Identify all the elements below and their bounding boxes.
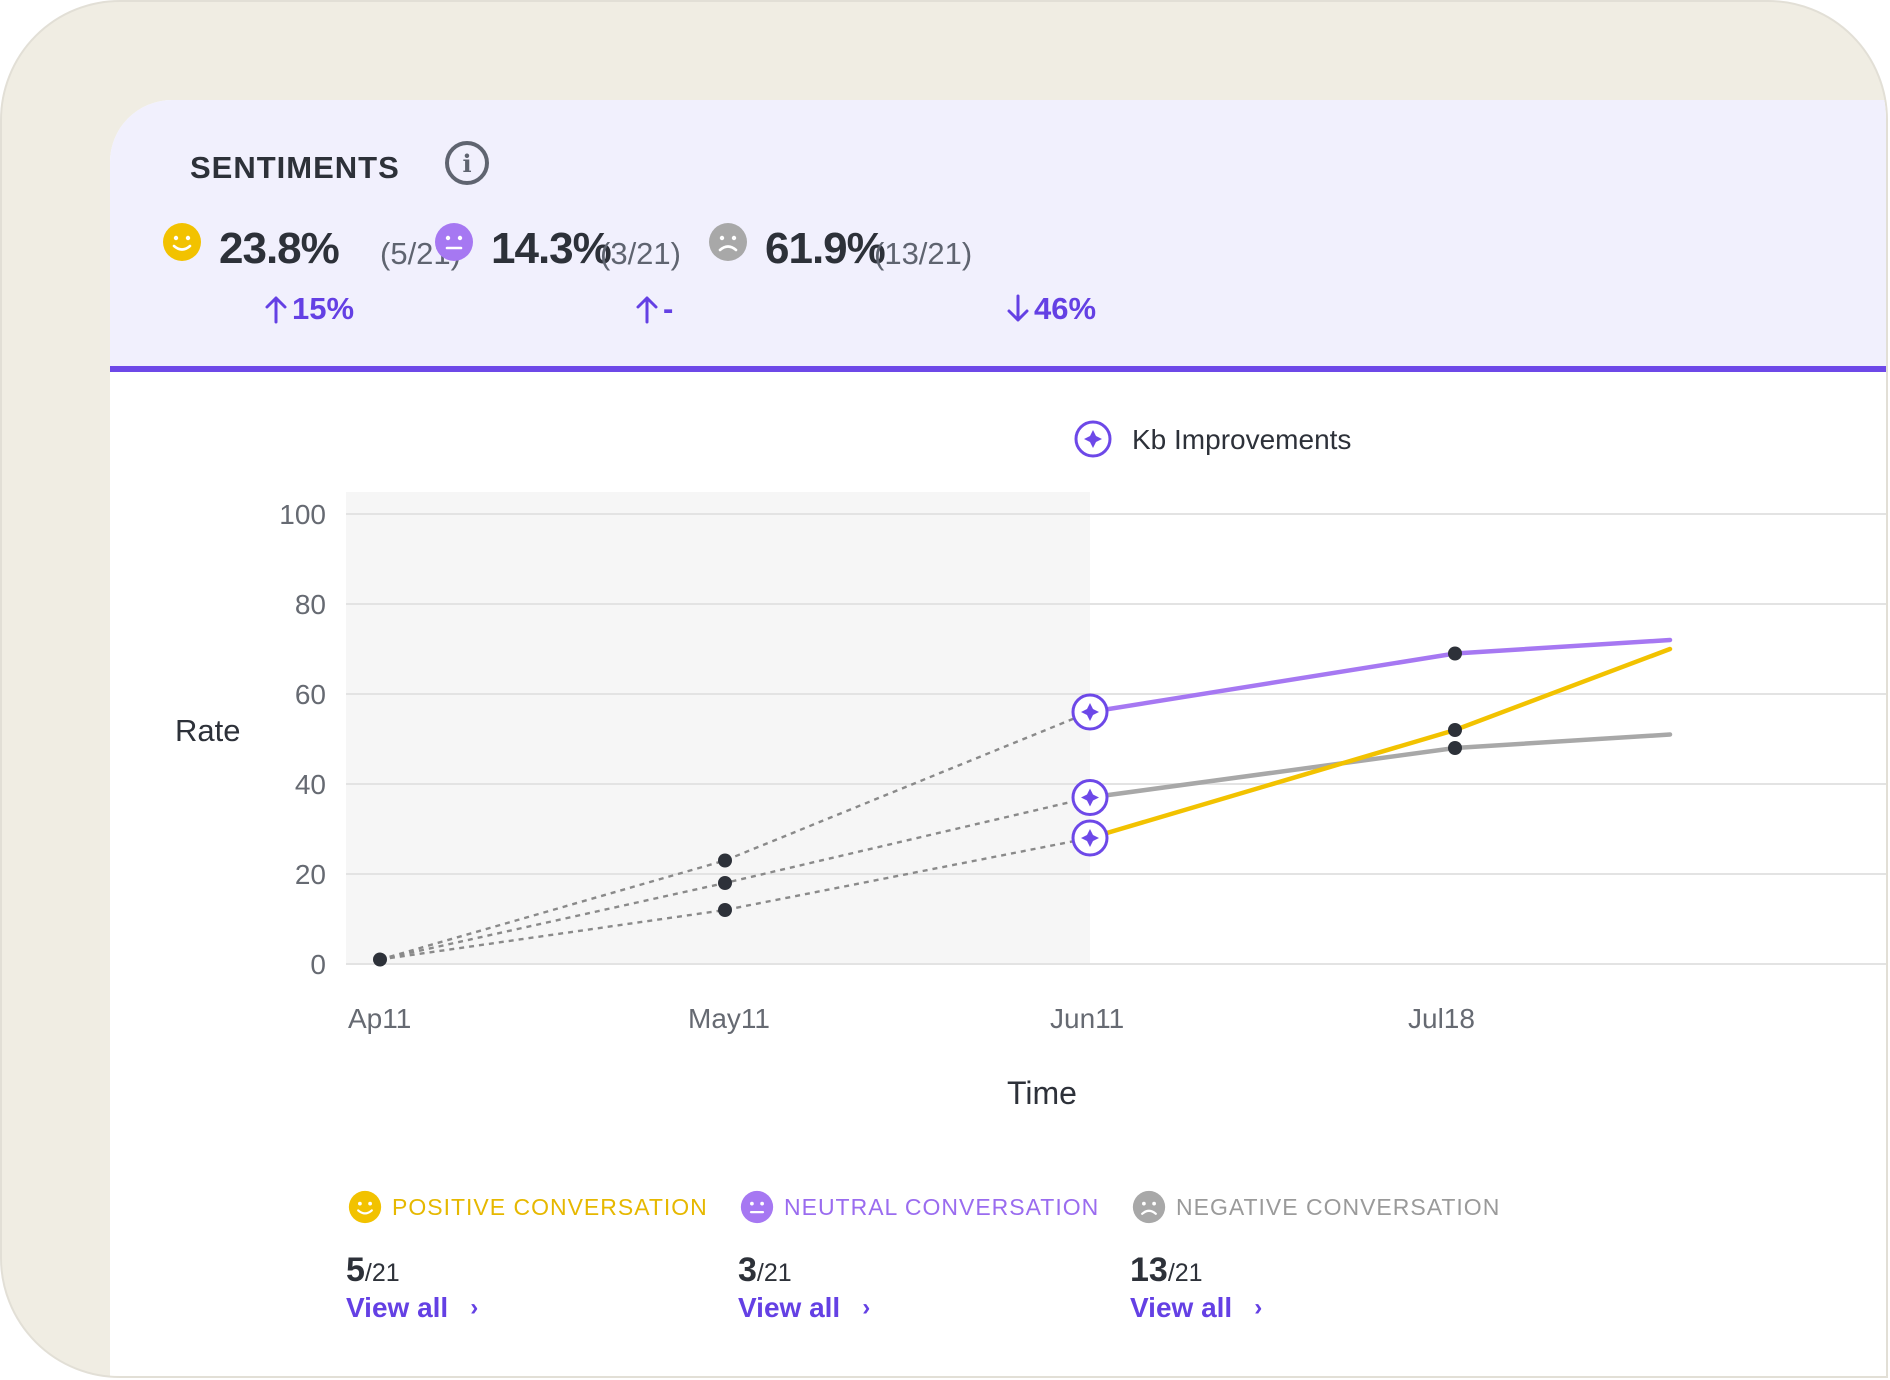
- legend-positive-label: POSITIVE CONVERSATION: [392, 1193, 708, 1220]
- neutral-percent: 14.3%: [491, 224, 612, 273]
- positive-percent: 23.8%: [219, 224, 340, 273]
- negative-count: (13/21): [874, 236, 973, 271]
- series-positive-point: [1448, 723, 1462, 737]
- series-positive-line: [1087, 646, 1673, 841]
- shaded-region: [346, 492, 1090, 964]
- x-axis-label: Time: [1007, 1075, 1077, 1111]
- negative-view-all-label: View all: [1130, 1292, 1233, 1323]
- neutral-count: (3/21): [600, 236, 681, 271]
- series-neutral-line: [1087, 637, 1673, 715]
- negative-view-all-link[interactable]: View all ›: [1130, 1292, 1262, 1324]
- positive-delta-value: 15%: [292, 291, 355, 326]
- negative-delta-value: 46%: [1034, 291, 1097, 326]
- series-negative-point: [718, 876, 732, 890]
- neutral-fraction: 3/21: [738, 1251, 792, 1290]
- legend-positive: POSITIVE CONVERSATION: [348, 1190, 708, 1224]
- chevron-right-icon: ›: [1254, 1294, 1263, 1321]
- neutral-face-icon: [435, 223, 473, 261]
- neutral-delta: -: [635, 291, 673, 327]
- legend-neutral: NEUTRAL CONVERSATION: [740, 1190, 1099, 1224]
- legend-negative-label: NEGATIVE CONVERSATION: [1176, 1193, 1501, 1220]
- series-neutral-projected-line: [379, 710, 1091, 961]
- positive-fraction: 5/21: [346, 1251, 400, 1290]
- neutral-face-icon: [740, 1190, 774, 1224]
- sentiment-chart: 0 20 40 60 80 100 Ap11 May11 Jun11 Jul18 Rate Time K…: [175, 420, 1886, 1111]
- neutral-view-all-link[interactable]: View all ›: [738, 1292, 870, 1324]
- y-tick-label: 20: [295, 859, 326, 890]
- y-tick-label: 80: [295, 589, 326, 620]
- chevron-right-icon: ›: [862, 1294, 871, 1321]
- y-tick-label: 60: [295, 679, 326, 710]
- series-positive-point: [718, 903, 732, 917]
- x-tick-label: Ap11: [348, 1003, 411, 1034]
- positive-view-all-label: View all: [346, 1292, 449, 1323]
- sparkle-icon: [1081, 788, 1099, 807]
- arrow-up-icon: [636, 296, 658, 324]
- sparkle-icon-star: [1084, 430, 1102, 448]
- y-tick-label: 40: [295, 769, 326, 800]
- chevron-right-icon: ›: [470, 1294, 479, 1321]
- neutral-fraction-num: 3: [738, 1251, 757, 1289]
- positive-view-all-link[interactable]: View all ›: [346, 1292, 478, 1324]
- sentiments-card: SENTIMENTS i 23.8% (5/21) 14.3% (3/21: [110, 100, 1886, 1376]
- annotation-label: Kb Improvements: [1132, 424, 1351, 455]
- arrow-down-icon: [1007, 294, 1029, 322]
- sad-face-icon: [1132, 1190, 1166, 1224]
- positive-fraction-den: /21: [364, 1259, 400, 1287]
- negative-percent: 61.9%: [765, 224, 886, 273]
- x-tick-label: Jun11: [1050, 1003, 1124, 1034]
- info-icon[interactable]: i: [445, 141, 489, 185]
- negative-delta: 46%: [1006, 291, 1096, 327]
- neutral-fraction-den: /21: [756, 1259, 792, 1287]
- y-axis-label: Rate: [175, 713, 240, 748]
- positive-fraction-num: 5: [346, 1251, 365, 1289]
- positive-delta: 15%: [264, 291, 354, 327]
- sparkle-icon: [1081, 703, 1099, 721]
- x-tick-label: Jul18: [1408, 1003, 1475, 1034]
- negative-fraction: 13/21: [1130, 1251, 1203, 1290]
- neutral-view-all-label: View all: [738, 1292, 841, 1323]
- series-neutral-point: [718, 853, 732, 868]
- series-neutral-point: [1448, 646, 1462, 661]
- y-tick-label: 0: [310, 949, 326, 980]
- neutral-delta-value: -: [663, 291, 674, 326]
- series-negative-line: [1087, 732, 1673, 800]
- legend-neutral-label: NEUTRAL CONVERSATION: [784, 1193, 1100, 1220]
- section-title: SENTIMENTS: [190, 150, 400, 185]
- sad-face-icon: [709, 223, 747, 261]
- series-negative-point: [1448, 741, 1462, 755]
- sparkle-icon: [1081, 829, 1099, 847]
- happy-face-icon: [163, 223, 201, 261]
- series-neutral-point: [373, 952, 387, 967]
- legend-negative: NEGATIVE CONVERSATION: [1132, 1190, 1500, 1224]
- sentiments-header: SENTIMENTS i 23.8% (5/21) 14.3% (3/21: [110, 100, 1886, 372]
- negative-fraction-num: 13: [1130, 1251, 1168, 1289]
- negative-fraction-den: /21: [1167, 1259, 1203, 1287]
- y-tick-label: 100: [279, 499, 326, 530]
- happy-face-icon: [348, 1190, 382, 1224]
- arrow-up-icon: [265, 296, 287, 324]
- x-tick-label: May11: [688, 1003, 770, 1034]
